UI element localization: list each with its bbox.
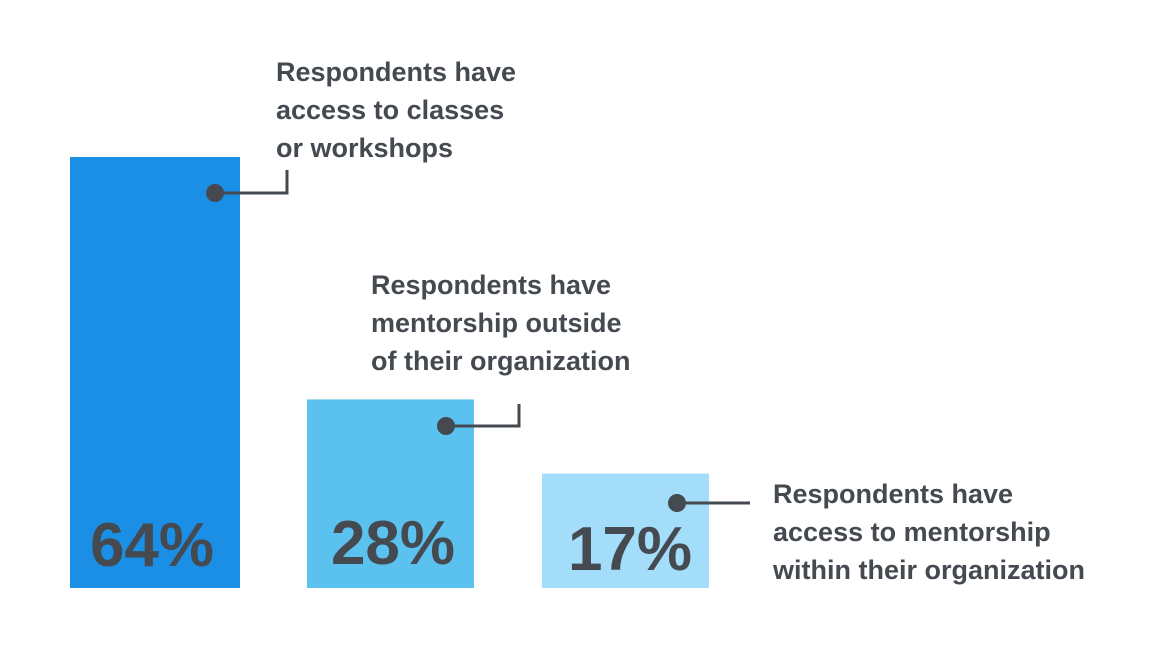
annotation-1-line-2: access to classes xyxy=(276,95,504,125)
value-label-2: 28% xyxy=(331,509,455,578)
callout-connector-2 xyxy=(446,404,521,428)
callout-dot-1 xyxy=(206,184,224,202)
annotation-3-line-1: Respondents have xyxy=(773,479,1013,509)
value-label-1: 64% xyxy=(90,511,214,580)
callout-connector-1 xyxy=(215,170,289,195)
annotation-3-line-2: access to mentorship xyxy=(773,517,1051,547)
annotation-1-line-3: or workshops xyxy=(276,133,453,163)
annotation-3-line-3: within their organization xyxy=(772,555,1085,585)
annotation-3: Respondents have access to mentorship with… xyxy=(772,479,1085,585)
callout-dot-3 xyxy=(668,494,686,512)
bar-3 xyxy=(542,473,709,588)
callout-dot-2 xyxy=(437,417,455,435)
value-label-3: 17% xyxy=(568,515,692,584)
annotation-1: Respondents have access to classes or work… xyxy=(276,57,516,163)
annotation-1-line-1: Respondents have xyxy=(276,57,516,87)
annotation-2-line-3: of their organization xyxy=(371,346,631,376)
annotation-2-line-1: Respondents have xyxy=(371,270,611,300)
annotation-2-line-2: mentorship outside xyxy=(371,308,622,338)
bar-1 xyxy=(70,157,240,588)
value-labels-layer: 64% 28% 17% xyxy=(90,509,692,584)
callouts-layer: Respondents have access to classes or work… xyxy=(206,57,1085,585)
annotation-2: Respondents have mentorship outside of the… xyxy=(371,270,631,376)
